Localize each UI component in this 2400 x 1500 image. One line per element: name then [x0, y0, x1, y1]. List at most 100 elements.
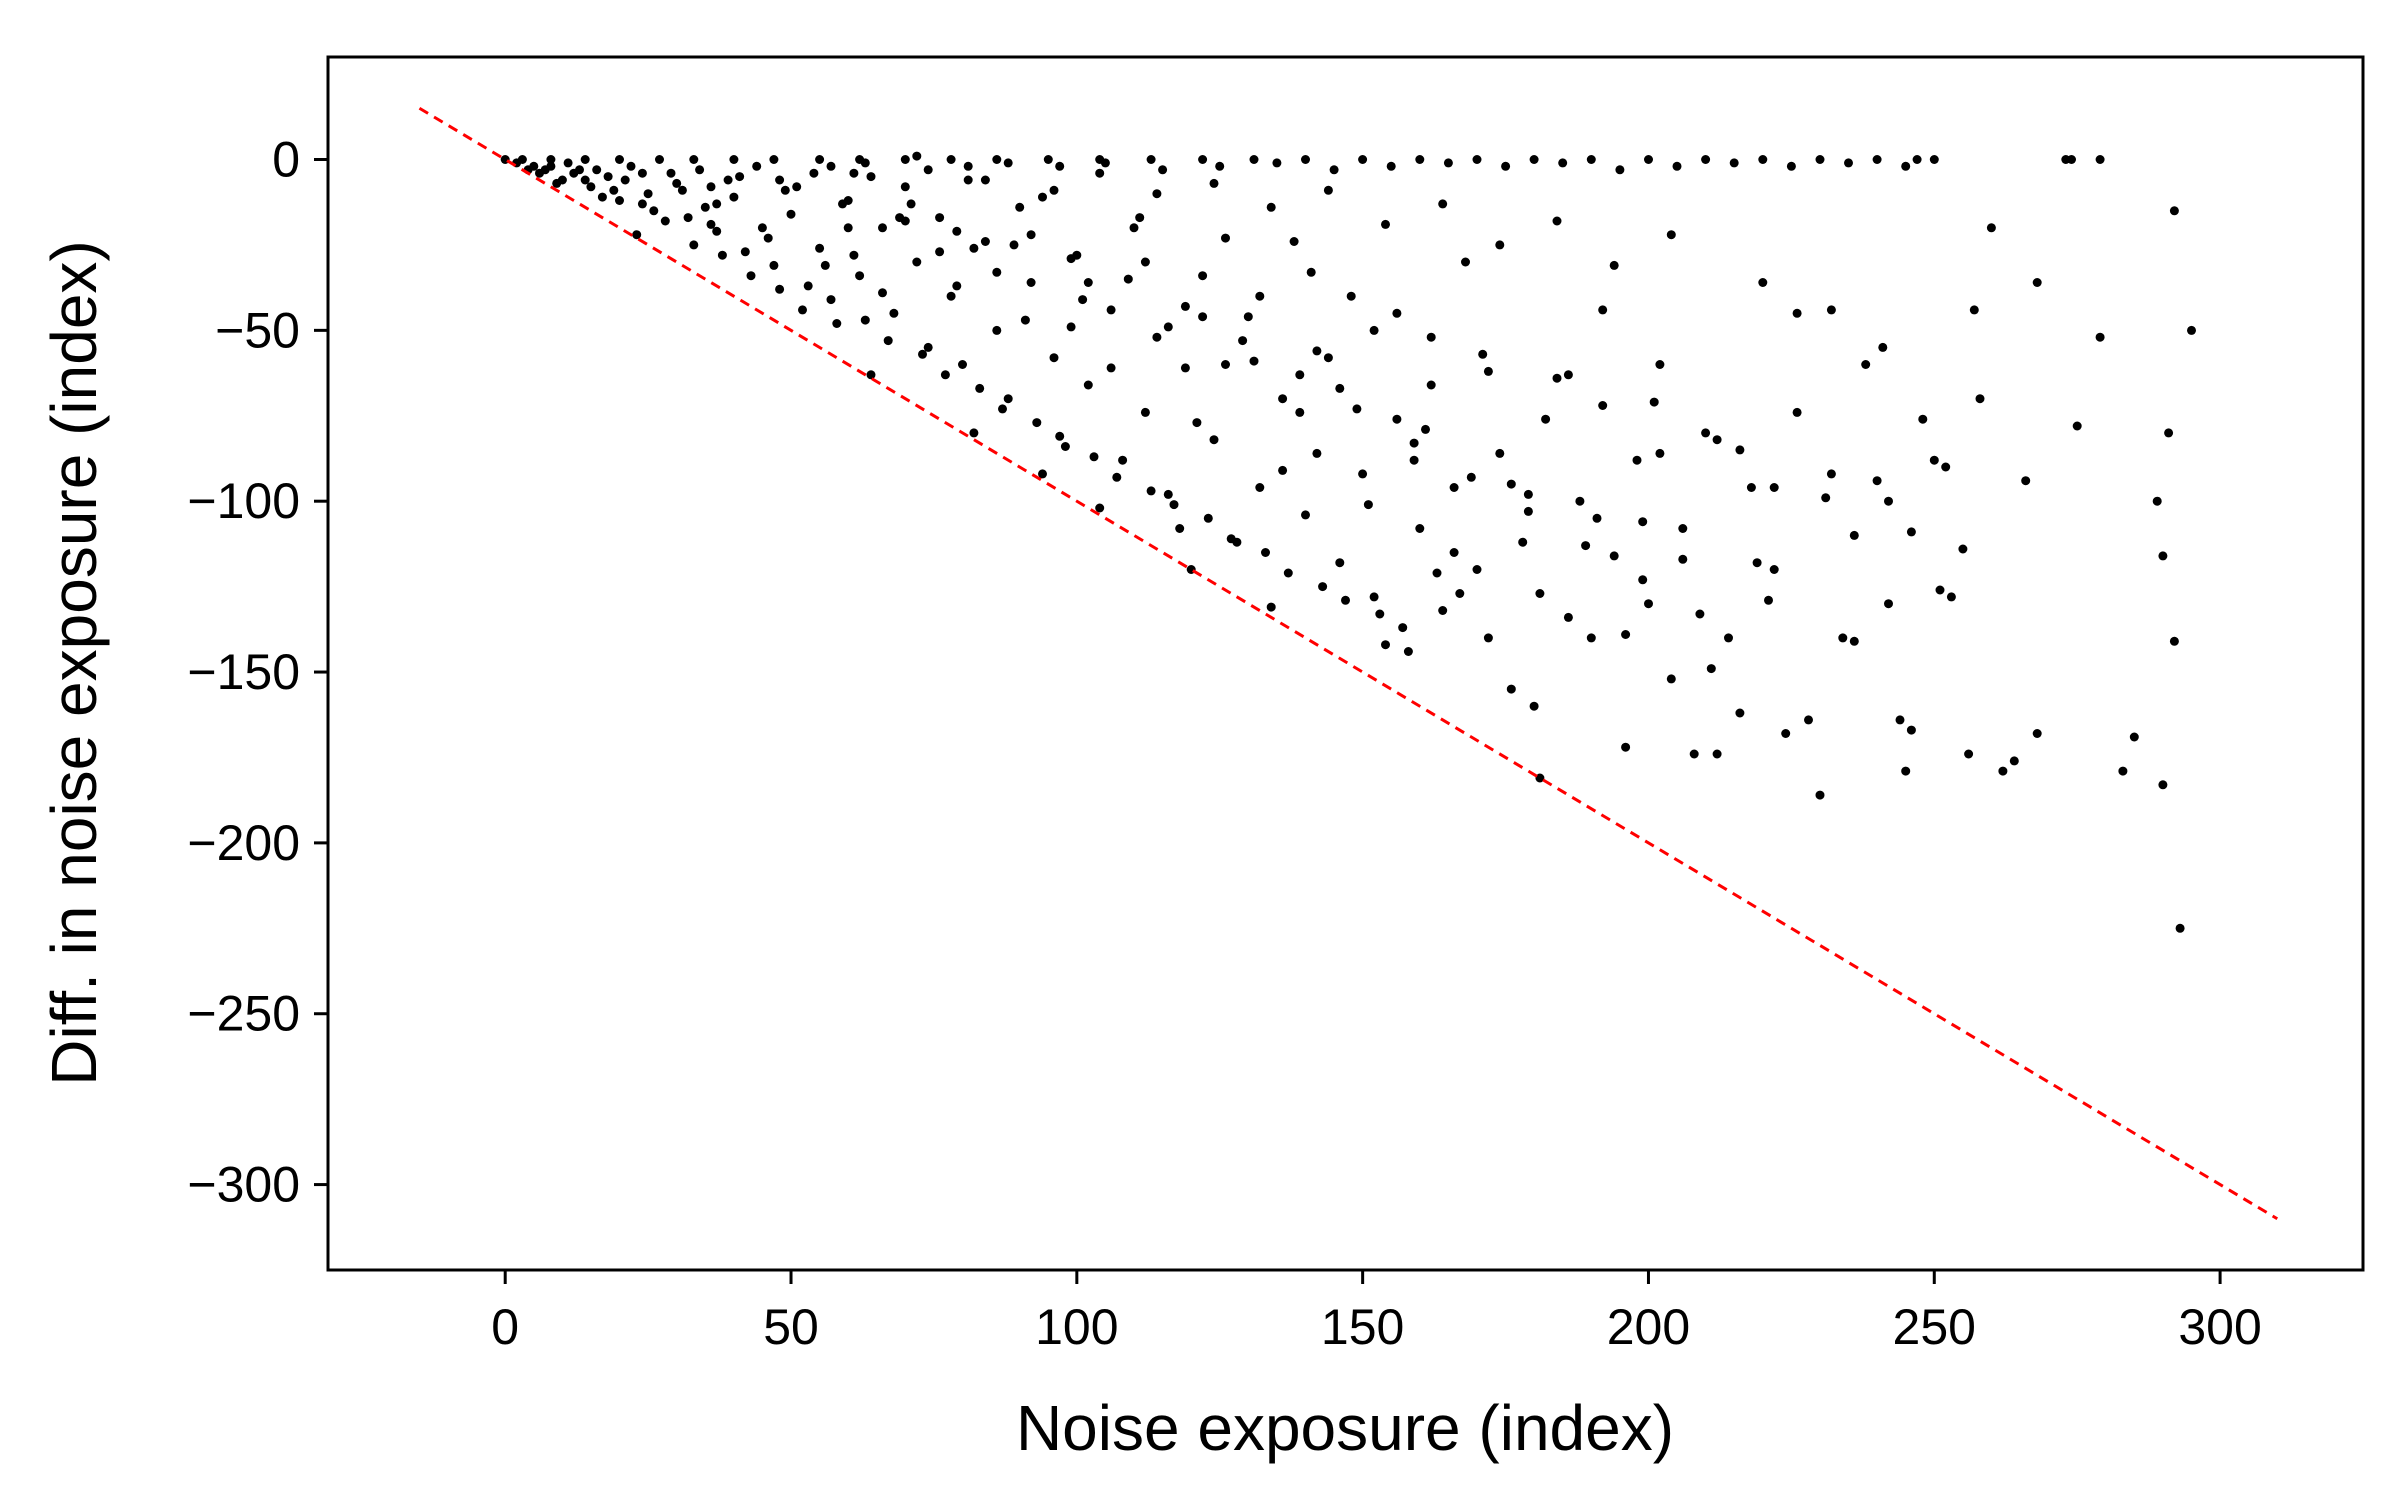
- data-point: [763, 233, 773, 243]
- data-point: [820, 260, 830, 270]
- data-point: [1941, 462, 1951, 472]
- data-point: [1666, 674, 1676, 684]
- data-point: [1209, 178, 1219, 188]
- x-axis-label: Noise exposure (index): [1016, 1392, 1674, 1464]
- data-point: [1049, 185, 1059, 195]
- data-point: [1409, 438, 1419, 448]
- data-point: [1146, 486, 1156, 496]
- data-point: [1466, 472, 1476, 482]
- data-point: [1055, 161, 1065, 171]
- data-point: [1478, 349, 1488, 359]
- data-point: [883, 336, 893, 346]
- data-point: [1283, 568, 1293, 578]
- y-axis-ticks: 0 −50 −100 −150 −200 −250 −300: [187, 132, 328, 1213]
- data-point: [632, 230, 642, 240]
- data-point: [1335, 558, 1345, 568]
- data-point: [2152, 496, 2162, 506]
- data-point: [963, 161, 973, 171]
- data-point: [649, 206, 659, 216]
- x-tick-label: 50: [763, 1299, 819, 1355]
- data-point: [1180, 301, 1190, 311]
- data-point: [1815, 790, 1825, 800]
- data-point: [1501, 161, 1511, 171]
- data-point: [1958, 544, 1968, 554]
- data-point: [1266, 202, 1276, 212]
- x-tick-label: 300: [2178, 1299, 2261, 1355]
- data-point: [1192, 418, 1202, 428]
- data-point: [1146, 155, 1156, 164]
- data-point: [1872, 476, 1882, 486]
- data-point: [1735, 445, 1745, 455]
- data-point: [540, 165, 550, 175]
- data-point: [1609, 551, 1619, 561]
- data-point: [1769, 483, 1779, 492]
- data-point: [878, 288, 887, 298]
- data-point: [792, 182, 802, 192]
- data-point: [615, 196, 624, 205]
- data-point: [672, 178, 682, 188]
- scatter-points: [500, 151, 2196, 933]
- data-point: [1861, 360, 1871, 369]
- data-point: [1781, 729, 1791, 738]
- data-point: [666, 168, 676, 178]
- data-point: [1826, 305, 1836, 315]
- data-point: [757, 223, 767, 233]
- data-point: [603, 172, 613, 182]
- data-point: [1969, 305, 1979, 315]
- x-tick-label: 0: [491, 1299, 519, 1355]
- data-point: [660, 216, 670, 226]
- data-point: [1089, 452, 1099, 462]
- data-point: [1701, 155, 1711, 164]
- data-point: [900, 155, 910, 164]
- data-point: [1301, 155, 1310, 164]
- data-point: [700, 202, 710, 212]
- data-point: [1935, 585, 1945, 595]
- data-point: [992, 325, 1002, 335]
- data-point: [1563, 370, 1573, 380]
- data-point: [1586, 633, 1596, 643]
- data-point: [1255, 291, 1265, 301]
- data-point: [1541, 414, 1551, 424]
- data-point: [969, 243, 979, 253]
- data-point: [1912, 155, 1922, 164]
- data-point: [998, 404, 1007, 414]
- data-point: [2164, 428, 2174, 438]
- data-point: [832, 319, 842, 328]
- data-point: [2175, 923, 2185, 933]
- data-point: [1163, 489, 1173, 499]
- data-point: [1878, 342, 1888, 352]
- data-point: [1020, 315, 1030, 325]
- data-point: [786, 209, 796, 219]
- data-point: [935, 213, 945, 223]
- data-point: [1495, 448, 1505, 458]
- data-point: [1043, 155, 1053, 164]
- data-point: [1821, 493, 1831, 503]
- y-tick-label: −100: [187, 473, 300, 529]
- data-point: [2169, 636, 2179, 646]
- data-point: [1518, 537, 1528, 547]
- data-point: [1341, 595, 1350, 605]
- data-point: [952, 281, 962, 291]
- data-point: [1455, 589, 1465, 598]
- data-point: [2129, 732, 2139, 742]
- data-point: [1638, 517, 1648, 527]
- data-point: [1163, 322, 1173, 332]
- data-point: [1552, 216, 1562, 226]
- data-point: [752, 161, 762, 171]
- data-point: [1358, 155, 1368, 164]
- data-point: [1483, 633, 1493, 643]
- data-point: [2095, 155, 2105, 164]
- data-point: [1792, 407, 1802, 417]
- data-point: [1140, 257, 1150, 267]
- data-point: [717, 250, 727, 260]
- data-point: [809, 168, 819, 178]
- data-point: [1272, 158, 1282, 168]
- data-point: [1644, 599, 1653, 609]
- data-point: [695, 165, 705, 175]
- data-point: [1038, 192, 1047, 202]
- x-tick-label: 150: [1321, 1299, 1404, 1355]
- data-point: [1529, 701, 1539, 711]
- data-point: [643, 189, 653, 199]
- data-point: [1901, 161, 1911, 171]
- data-point: [980, 237, 990, 246]
